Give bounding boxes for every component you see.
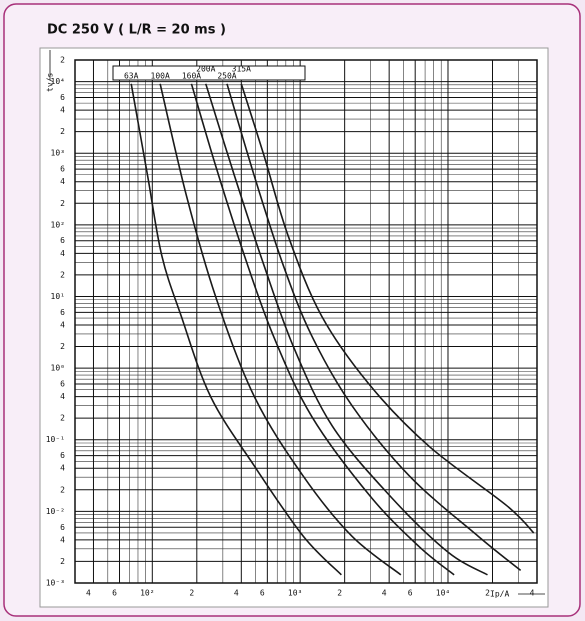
y-tick-label: 10¹: [51, 292, 65, 301]
grid: [75, 59, 538, 584]
x-tick-label: 2: [189, 589, 194, 598]
y-tick-label: 10³: [51, 149, 65, 158]
chart-title: DC 250 V ( L/R = 20 ms ): [47, 23, 226, 38]
y-tick-label: 4: [60, 392, 65, 401]
x-tick-label: 4: [86, 589, 91, 598]
x-tick-label: 2: [485, 589, 490, 598]
y-tick-label: 4: [60, 320, 65, 329]
y-tick-label: 2: [60, 270, 65, 279]
y-tick-label: 6: [60, 93, 65, 102]
y-tick-label: 4: [60, 177, 65, 186]
y-tick-label: 2: [60, 414, 65, 423]
y-tick-label: 6: [60, 379, 65, 388]
y-tick-label: 2: [60, 342, 65, 351]
y-tick-label: 4: [60, 106, 65, 115]
x-tick-label: 10³: [288, 589, 302, 598]
y-axis-label: tv/s: [46, 73, 55, 92]
y-tick-label: 6: [60, 236, 65, 245]
y-tick-label: 6: [60, 451, 65, 460]
curve: [240, 83, 535, 534]
y-tick-label: 10⁻¹: [46, 435, 65, 444]
curve-label: 63A: [124, 72, 139, 81]
curve: [190, 83, 455, 576]
x-tick-label: 4: [234, 589, 239, 598]
y-tick-label: 10²: [51, 220, 65, 229]
y-tick-label: 6: [60, 308, 65, 317]
curve: [226, 83, 522, 572]
y-tick-label: 10⁻²: [46, 507, 65, 516]
y-tick-label: 2: [60, 557, 65, 566]
x-tick-label: 2: [337, 589, 342, 598]
x-tick-label: 6: [112, 589, 117, 598]
curve-label: 200A: [196, 65, 215, 74]
y-tick-label: 2: [60, 127, 65, 136]
curve-label: 250A: [217, 72, 236, 81]
curve-label-box: [112, 65, 306, 81]
x-tick-label: 4: [382, 589, 387, 598]
y-tick-label: 10⁰: [51, 364, 65, 373]
y-tick-label: 4: [60, 249, 65, 258]
plot-frame: [74, 59, 538, 584]
curve: [205, 83, 488, 576]
y-tick-label: 6: [60, 165, 65, 174]
y-tick-label: 6: [60, 523, 65, 532]
curve-label: 160A: [182, 72, 201, 81]
y-tick-label: 4: [60, 464, 65, 473]
curve-label: 315A: [232, 65, 251, 74]
curve-label: 100A: [151, 72, 170, 81]
y-tick-label: 10⁻³: [46, 579, 65, 588]
panel: [39, 47, 549, 608]
y-tick-label: 2: [60, 199, 65, 208]
x-tick-label: 4: [530, 589, 535, 598]
x-tick-label: 6: [408, 589, 413, 598]
x-axis-label: Ip/A: [490, 590, 509, 599]
y-tick-label: 2: [60, 56, 65, 65]
y-tick-label: 2: [60, 485, 65, 494]
curve: [130, 83, 342, 576]
curve: [159, 83, 402, 576]
x-tick-label: 10²: [140, 589, 154, 598]
y-tick-label: 4: [60, 535, 65, 544]
x-tick-label: 6: [260, 589, 265, 598]
x-tick-label: 10⁴: [436, 589, 450, 598]
y-tick-label: 10⁴: [51, 77, 65, 86]
